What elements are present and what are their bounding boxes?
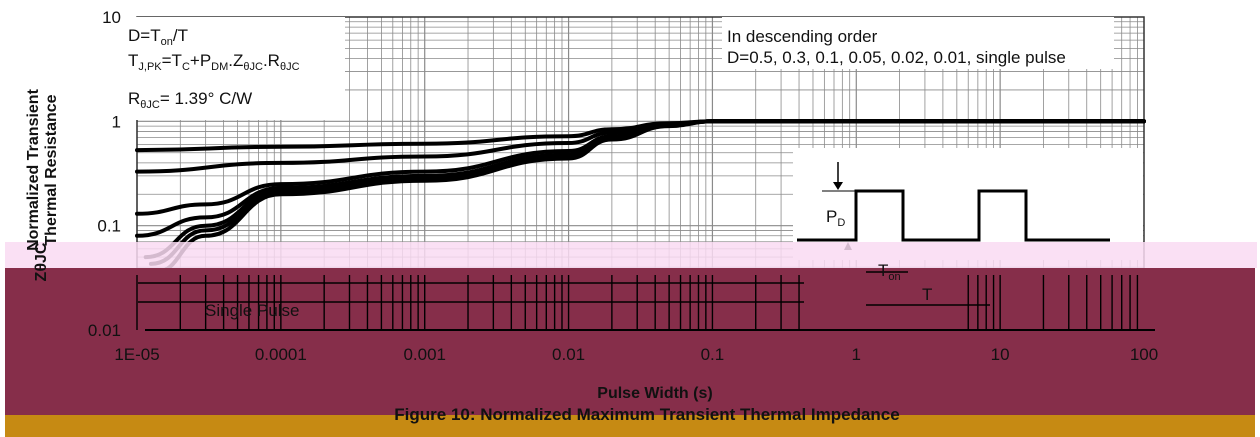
lower-pulse-dims: Ton T (866, 261, 990, 306)
y-tick-label: 10 (102, 8, 121, 27)
formula-box-background (123, 17, 345, 120)
x-tick-labels: 1E-05 0.0001 0.001 0.01 0.1 1 10 100 (114, 345, 1158, 364)
pulse-waveform (797, 189, 1110, 242)
overlay-block (5, 268, 1255, 415)
formula-duty-cycle: D=Ton/T (128, 26, 188, 48)
x-tick-label: 0.0001 (255, 345, 307, 364)
x-tick-label: 1 (852, 345, 861, 364)
series-line-6 (153, 119, 1146, 274)
y-tick-label: 0.1 (97, 217, 121, 236)
t-label: T (922, 285, 932, 304)
x-tick-label: 1E-05 (114, 345, 159, 364)
figure-caption: Figure 10: Normalized Maximum Transient … (394, 405, 899, 424)
y-tick-label: 0.01 (88, 321, 121, 340)
y-axis-title-line1: Normalized Transient (25, 88, 42, 250)
ton-label: Ton (878, 261, 901, 283)
order-note-line1: In descending order (727, 27, 878, 46)
y-tick-label: 1 (112, 112, 121, 131)
formula-rthjc: RθJC= 1.39° C/W (128, 89, 252, 111)
y-tick-labels: 10 1 0.1 0.01 (88, 8, 121, 340)
x-tick-label: 0.1 (701, 345, 725, 364)
formula-junction-temp: TJ,PK=TC+PDM.ZθJC.RθJC (128, 51, 300, 73)
pulse-diagram: PD (793, 148, 1143, 260)
formula-box: D=Ton/T TJ,PK=TC+PDM.ZθJC.RθJC RθJC= 1.3… (123, 17, 345, 120)
x-axis-title: Pulse Width (s) (597, 385, 712, 402)
overlay-band (5, 242, 1257, 268)
bottom-strip (5, 415, 1255, 437)
pd-arrowhead-top (833, 182, 843, 190)
pd-label: PD (826, 207, 845, 229)
x-tick-label: 100 (1130, 345, 1158, 364)
lower-grid-echo (136, 275, 1155, 331)
order-note-line2: D=0.5, 0.3, 0.1, 0.05, 0.02, 0.01, singl… (727, 48, 1066, 67)
y-axis-symbol: ZθJC (33, 242, 50, 281)
x-tick-label: 10 (991, 345, 1010, 364)
series-group (135, 119, 1146, 274)
order-note-background (722, 17, 1114, 69)
x-tick-label: 0.001 (403, 345, 446, 364)
single-pulse-label: Single Pulse (205, 301, 300, 320)
x-tick-label: 0.01 (552, 345, 585, 364)
order-note: In descending order D=0.5, 0.3, 0.1, 0.0… (722, 17, 1114, 69)
y-axis-title-line2: Thermal Resistance (43, 94, 60, 245)
